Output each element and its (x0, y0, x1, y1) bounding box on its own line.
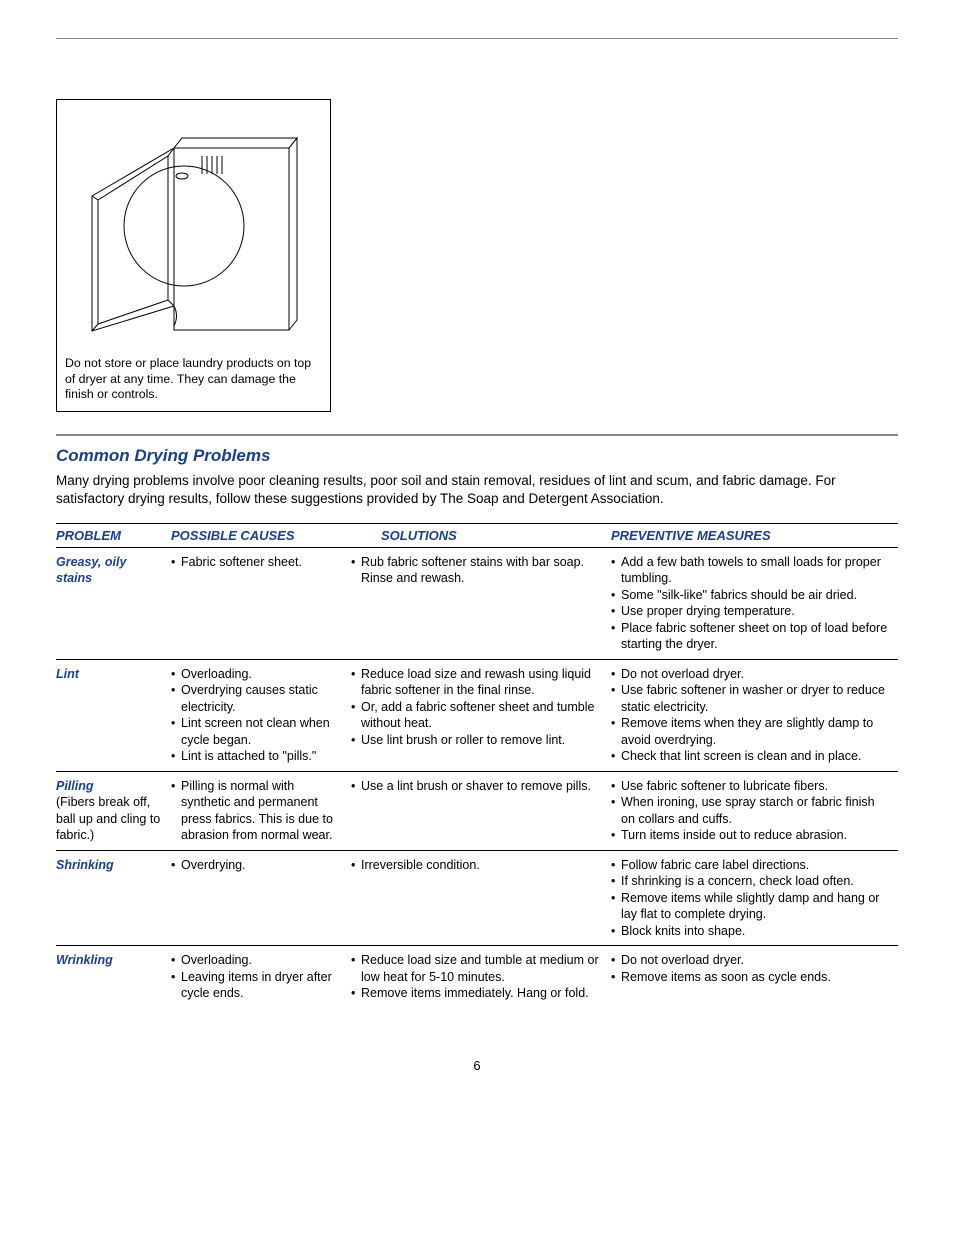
header-preventive: PREVENTIVE MEASURES (611, 523, 898, 547)
solutions-cell-list: Rub fabric softener stains with bar soap… (351, 554, 603, 587)
header-solutions: SOLUTIONS (351, 523, 611, 547)
list-item: Pilling is normal with synthetic and per… (171, 778, 343, 844)
preventive-cell: Use fabric softener to lubricate fibers.… (611, 771, 898, 850)
preventive-cell-list: Add a few bath towels to small loads for… (611, 554, 890, 653)
list-item: Use proper drying temperature. (611, 603, 890, 620)
causes-cell: Fabric softener sheet. (171, 547, 351, 659)
preventive-cell-list: Do not overload dryer.Remove items as so… (611, 952, 890, 985)
list-item: Use fabric softener to lubricate fibers. (611, 778, 890, 795)
solutions-cell: Reduce load size and tumble at medium or… (351, 946, 611, 1008)
list-item: Place fabric softener sheet on top of lo… (611, 620, 890, 653)
list-item: Reduce load size and tumble at medium or… (351, 952, 603, 985)
causes-cell: Overloading.Leaving items in dryer after… (171, 946, 351, 1008)
list-item: Or, add a fabric softener sheet and tumb… (351, 699, 603, 732)
preventive-cell-list: Use fabric softener to lubricate fibers.… (611, 778, 890, 844)
list-item: Remove items when they are slightly damp… (611, 715, 890, 748)
header-causes: POSSIBLE CAUSES (171, 523, 351, 547)
list-item: Check that lint screen is clean and in p… (611, 748, 890, 765)
solutions-cell-list: Reduce load size and rewash using liquid… (351, 666, 603, 749)
table-row: Shrinking Overdrying. Irreversible conditi… (56, 850, 898, 946)
list-item: Remove items as soon as cycle ends. (611, 969, 890, 986)
problem-subtext: (Fibers break off, ball up and cling to … (56, 794, 163, 844)
table-row: Pilling(Fibers break off, ball up and cl… (56, 771, 898, 850)
list-item: Overloading. (171, 952, 343, 969)
list-item: Do not overload dryer. (611, 666, 890, 683)
list-item: Use a lint brush or shaver to remove pil… (351, 778, 603, 795)
problem-cell: Lint (56, 659, 171, 771)
page-number: 6 (56, 1058, 898, 1073)
list-item: Use fabric softener in washer or dryer t… (611, 682, 890, 715)
header-problem: PROBLEM (56, 523, 171, 547)
problem-name: Shrinking (56, 857, 163, 874)
preventive-cell-list: Follow fabric care label directions.If s… (611, 857, 890, 940)
warning-figure: Do not store or place laundry products o… (56, 99, 331, 412)
problem-cell: Wrinkling (56, 946, 171, 1008)
section-rule (56, 434, 898, 436)
causes-cell: Pilling is normal with synthetic and per… (171, 771, 351, 850)
list-item: Add a few bath towels to small loads for… (611, 554, 890, 587)
list-item: Use lint brush or roller to remove lint. (351, 732, 603, 749)
solutions-cell: Irreversible condition. (351, 850, 611, 946)
dryer-illustration (84, 116, 304, 346)
preventive-cell: Do not overload dryer.Remove items as so… (611, 946, 898, 1008)
causes-cell-list: Overloading.Leaving items in dryer after… (171, 952, 343, 1002)
preventive-cell-list: Do not overload dryer.Use fabric softene… (611, 666, 890, 765)
solutions-cell: Use a lint brush or shaver to remove pil… (351, 771, 611, 850)
list-item: Block knits into shape. (611, 923, 890, 940)
solutions-cell: Reduce load size and rewash using liquid… (351, 659, 611, 771)
list-item: Fabric softener sheet. (171, 554, 343, 571)
causes-cell: Overdrying. (171, 850, 351, 946)
problem-name: Lint (56, 666, 163, 683)
figure-caption: Do not store or place laundry products o… (65, 356, 322, 403)
list-item: When ironing, use spray starch or fabric… (611, 794, 890, 827)
table-row: Greasy, oily stains Fabric softener sheet… (56, 547, 898, 659)
problem-name: Pilling (56, 778, 163, 795)
problem-cell: Shrinking (56, 850, 171, 946)
causes-cell: Overloading.Overdrying causes static ele… (171, 659, 351, 771)
causes-cell-list: Pilling is normal with synthetic and per… (171, 778, 343, 844)
list-item: Remove items immediately. Hang or fold. (351, 985, 603, 1002)
list-item: Turn items inside out to reduce abrasion… (611, 827, 890, 844)
section-intro: Many drying problems involve poor cleani… (56, 472, 898, 508)
top-rule (56, 38, 898, 39)
problem-cell: Pilling(Fibers break off, ball up and cl… (56, 771, 171, 850)
list-item: Overdrying causes static electricity. (171, 682, 343, 715)
causes-cell-list: Overloading.Overdrying causes static ele… (171, 666, 343, 765)
list-item: If shrinking is a concern, check load of… (611, 873, 890, 890)
section-title: Common Drying Problems (56, 446, 898, 466)
solutions-cell-list: Irreversible condition. (351, 857, 603, 874)
preventive-cell: Follow fabric care label directions.If s… (611, 850, 898, 946)
solutions-cell: Rub fabric softener stains with bar soap… (351, 547, 611, 659)
solutions-cell-list: Reduce load size and tumble at medium or… (351, 952, 603, 1002)
list-item: Irreversible condition. (351, 857, 603, 874)
problem-name: Greasy, oily stains (56, 554, 163, 587)
preventive-cell: Add a few bath towels to small loads for… (611, 547, 898, 659)
list-item: Leaving items in dryer after cycle ends. (171, 969, 343, 1002)
table-row: Wrinkling Overloading.Leaving items in dr… (56, 946, 898, 1008)
causes-cell-list: Overdrying. (171, 857, 343, 874)
list-item: Do not overload dryer. (611, 952, 890, 969)
list-item: Overloading. (171, 666, 343, 683)
list-item: Follow fabric care label directions. (611, 857, 890, 874)
solutions-cell-list: Use a lint brush or shaver to remove pil… (351, 778, 603, 795)
problems-table: PROBLEM POSSIBLE CAUSES SOLUTIONS PREVEN… (56, 523, 898, 1008)
preventive-cell: Do not overload dryer.Use fabric softene… (611, 659, 898, 771)
causes-cell-list: Fabric softener sheet. (171, 554, 343, 571)
problem-cell: Greasy, oily stains (56, 547, 171, 659)
problem-name: Wrinkling (56, 952, 163, 969)
list-item: Lint screen not clean when cycle began. (171, 715, 343, 748)
list-item: Rub fabric softener stains with bar soap… (351, 554, 603, 587)
list-item: Some "silk-like" fabrics should be air d… (611, 587, 890, 604)
table-row: Lint Overloading.Overdrying causes static… (56, 659, 898, 771)
list-item: Lint is attached to "pills." (171, 748, 343, 765)
list-item: Overdrying. (171, 857, 343, 874)
list-item: Remove items while slightly damp and han… (611, 890, 890, 923)
list-item: Reduce load size and rewash using liquid… (351, 666, 603, 699)
table-header-row: PROBLEM POSSIBLE CAUSES SOLUTIONS PREVEN… (56, 523, 898, 547)
